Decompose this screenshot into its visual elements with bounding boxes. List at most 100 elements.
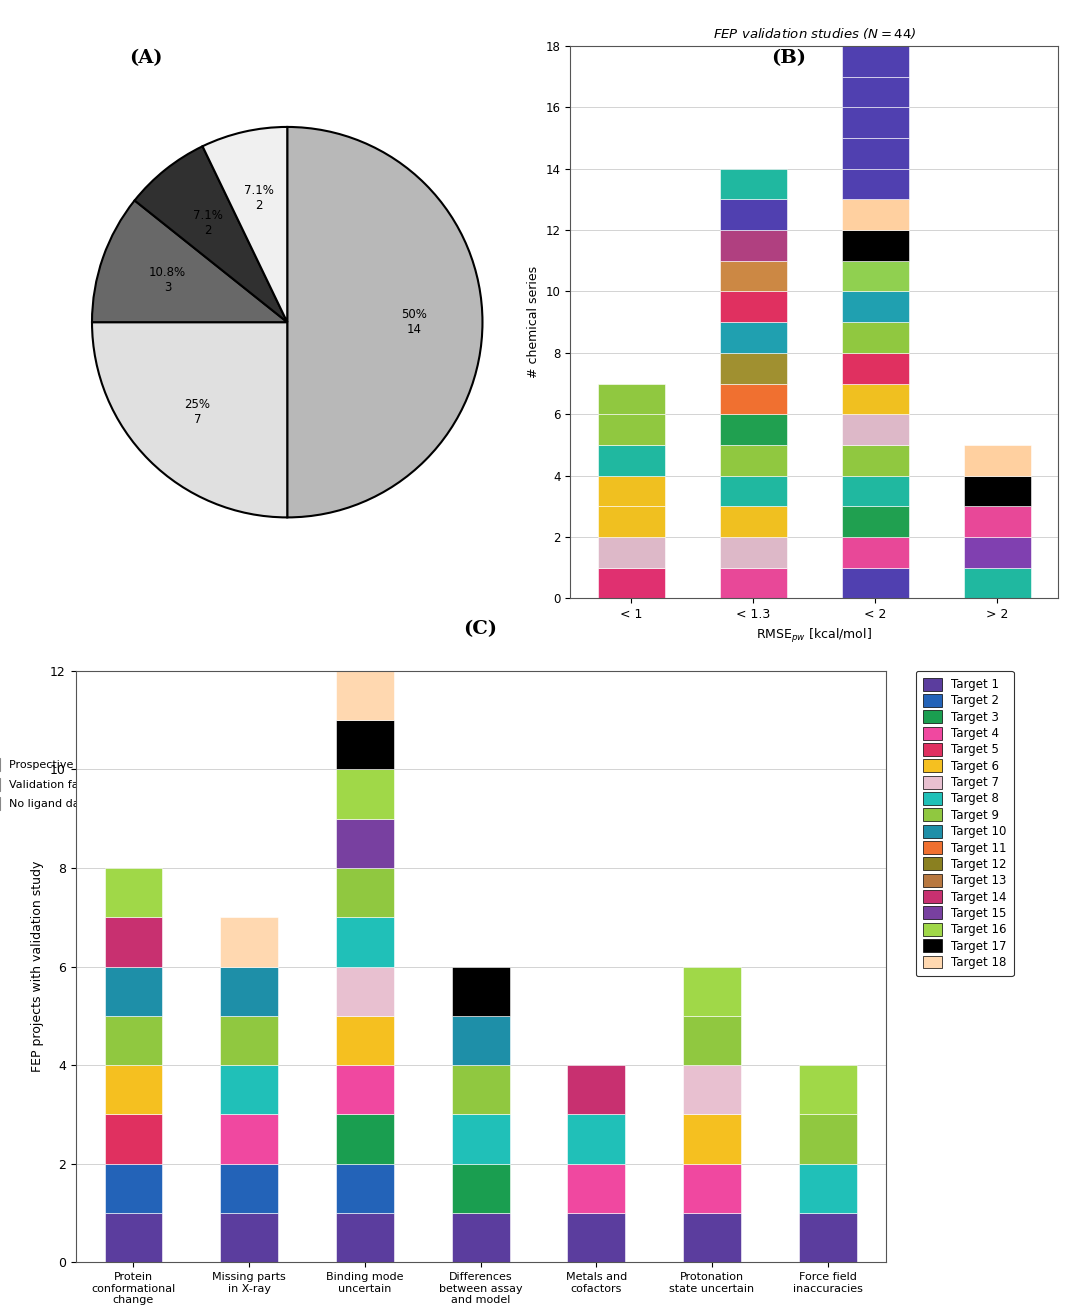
Bar	[451, 1164, 510, 1212]
Bar	[719, 260, 787, 292]
Bar	[105, 1115, 162, 1164]
Bar	[799, 1115, 856, 1164]
Bar	[841, 537, 909, 568]
Bar	[567, 1115, 625, 1164]
Bar	[841, 506, 909, 537]
Bar	[841, 476, 909, 506]
Bar	[597, 384, 665, 414]
Bar	[841, 414, 909, 444]
Text: 7.1%
2: 7.1% 2	[244, 184, 274, 213]
Bar	[336, 818, 394, 868]
Bar	[719, 537, 787, 568]
Bar	[683, 967, 741, 1016]
Bar	[963, 444, 1031, 476]
Text: (C): (C)	[463, 621, 498, 638]
Bar	[336, 967, 394, 1016]
Bar	[683, 1164, 741, 1212]
Bar	[336, 1212, 394, 1262]
Bar	[105, 868, 162, 918]
Bar	[719, 200, 787, 230]
Bar	[719, 506, 787, 537]
Bar	[841, 46, 909, 76]
Bar	[567, 1212, 625, 1262]
Bar	[841, 108, 909, 138]
Bar	[719, 292, 787, 322]
Bar	[799, 1212, 856, 1262]
Bar	[799, 1164, 856, 1212]
Wedge shape	[92, 322, 287, 517]
Text: (A): (A)	[129, 49, 163, 67]
Bar	[451, 1016, 510, 1065]
Bar	[105, 1016, 162, 1065]
Text: 10.8%
3: 10.8% 3	[149, 266, 186, 295]
Bar	[597, 568, 665, 598]
Bar	[719, 168, 787, 200]
Bar	[336, 918, 394, 967]
X-axis label: RMSE$_{pw}$ [kcal/mol]: RMSE$_{pw}$ [kcal/mol]	[756, 627, 873, 644]
Bar	[105, 967, 162, 1016]
Bar	[719, 476, 787, 506]
Bar	[336, 769, 394, 818]
Bar	[841, 292, 909, 322]
Bar	[841, 260, 909, 292]
Bar	[597, 444, 665, 476]
Bar	[105, 918, 162, 967]
Bar	[963, 537, 1031, 568]
Bar	[567, 1065, 625, 1115]
Wedge shape	[203, 128, 287, 322]
Bar	[683, 1016, 741, 1065]
Bar	[841, 200, 909, 230]
Bar	[220, 1065, 278, 1115]
Y-axis label: # chemical series: # chemical series	[527, 266, 540, 379]
Text: (B): (B)	[771, 49, 806, 67]
Bar	[105, 1065, 162, 1115]
Bar	[841, 384, 909, 414]
Bar	[683, 1212, 741, 1262]
Title: FEP validation studies ($N = 44$): FEP validation studies ($N = 44$)	[713, 26, 916, 41]
Bar	[799, 1065, 856, 1115]
Bar	[597, 537, 665, 568]
Bar	[841, 76, 909, 108]
Bar	[105, 1164, 162, 1212]
Bar	[220, 1164, 278, 1212]
Bar	[719, 384, 787, 414]
Bar	[597, 476, 665, 506]
Bar	[336, 868, 394, 918]
Bar	[336, 1115, 394, 1164]
Bar	[841, 352, 909, 384]
Y-axis label: FEP projects with validation study: FEP projects with validation study	[31, 861, 44, 1072]
Bar	[841, 230, 909, 260]
Bar	[841, 138, 909, 168]
Bar	[451, 1065, 510, 1115]
Bar	[336, 671, 394, 721]
Bar	[451, 1115, 510, 1164]
Bar	[841, 444, 909, 476]
Bar	[963, 568, 1031, 598]
Bar	[336, 1065, 394, 1115]
Bar	[841, 568, 909, 598]
Bar	[719, 322, 787, 352]
Bar	[220, 1115, 278, 1164]
Bar	[719, 444, 787, 476]
Bar	[719, 568, 787, 598]
Bar	[683, 1115, 741, 1164]
Bar	[451, 1212, 510, 1262]
Bar	[683, 1065, 741, 1115]
Bar	[963, 506, 1031, 537]
Bar	[105, 1212, 162, 1262]
Bar	[336, 1164, 394, 1212]
Bar	[841, 322, 909, 352]
Text: 50%
14: 50% 14	[401, 308, 427, 337]
Bar	[336, 1016, 394, 1065]
Bar	[220, 967, 278, 1016]
Bar	[719, 230, 787, 260]
Bar	[220, 1016, 278, 1065]
Bar	[719, 352, 787, 384]
Text: 25%
7: 25% 7	[185, 398, 211, 426]
Bar	[567, 1164, 625, 1212]
Text: 7.1%
2: 7.1% 2	[193, 209, 224, 237]
Bar	[963, 476, 1031, 506]
Legend: Target 1, Target 2, Target 3, Target 4, Target 5, Target 6, Target 7, Target 8, : Target 1, Target 2, Target 3, Target 4, …	[916, 671, 1014, 976]
Legend: Prospective use, Validation failed, No ligand data set, No cocrystal X-ray, Port: Prospective use, Validation failed, No l…	[0, 753, 264, 814]
Wedge shape	[287, 128, 483, 517]
